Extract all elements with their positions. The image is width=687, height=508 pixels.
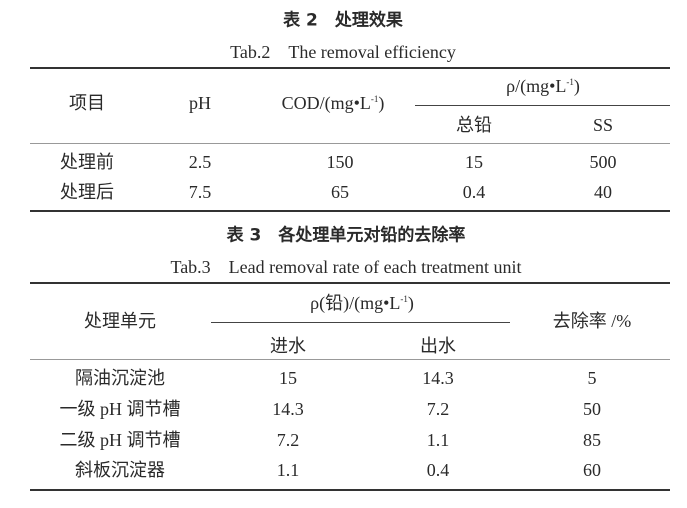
table2-cell: 处理前 <box>60 152 114 172</box>
table3-cell: 7.2 <box>426 399 450 419</box>
table3-header-rate: 去除率 /% <box>552 311 632 331</box>
table2-header-ph: pH <box>189 93 211 113</box>
table2-sub-rule <box>415 105 670 106</box>
sup: -1 <box>400 294 408 304</box>
table2-header-rho: ρ/(mg•L-1) <box>506 77 580 95</box>
table3-header-inflow: 进水 <box>270 336 306 356</box>
table3-sub-rule <box>211 322 510 323</box>
table2-mid-rule <box>30 143 670 144</box>
table2-cell: 7.5 <box>188 182 212 202</box>
table3-cell: 5 <box>587 368 597 388</box>
sup: -1 <box>566 77 574 87</box>
table2-cell: 500 <box>589 152 617 172</box>
table3-cell: 1.1 <box>426 430 450 450</box>
table3-cell: 0.4 <box>426 460 450 480</box>
table2-header-item: 项目 <box>69 93 105 113</box>
table3-cell: 60 <box>583 460 601 480</box>
rho-label: ρ/(mg•L <box>506 76 567 96</box>
table2-cell: 处理后 <box>60 182 114 202</box>
table2-header-lead: 总铅 <box>456 115 492 135</box>
table3-cell: 7.2 <box>276 430 300 450</box>
table3-cell: 85 <box>583 430 601 450</box>
table2-header-cod: COD/(mg•L-1) <box>282 94 385 112</box>
table2-cell: 2.5 <box>188 152 212 172</box>
table3-cell: 15 <box>279 368 297 388</box>
table3-cell: 50 <box>583 399 601 419</box>
table2-cell: 150 <box>326 152 354 172</box>
table2-cell: 40 <box>594 182 612 202</box>
table2-cell: 15 <box>465 152 483 172</box>
table3-bottom-rule <box>30 489 670 491</box>
paren: ) <box>407 293 414 313</box>
table3-cell: 二级 pH 调节槽 <box>59 430 181 450</box>
table3-cell: 一级 pH 调节槽 <box>59 399 181 419</box>
table2-cell: 0.4 <box>462 182 486 202</box>
sup: -1 <box>370 94 379 104</box>
table2-subtitle: Tab.2 The removal efficiency <box>230 42 456 62</box>
table2-title: 表 2 处理效果 <box>283 10 403 31</box>
paren: ) <box>573 76 580 96</box>
table2-top-rule <box>30 67 670 69</box>
paren: ) <box>378 93 385 113</box>
table3-top-rule <box>30 282 670 284</box>
table3-subtitle: Tab.3 Lead removal rate of each treatmen… <box>170 257 522 277</box>
table3-cell: 隔油沉淀池 <box>75 368 165 388</box>
table3-cell: 斜板沉淀器 <box>75 460 165 480</box>
rho-label: ρ(铅)/(mg•L <box>310 293 401 313</box>
table3-cell: 14.3 <box>422 368 454 388</box>
table3-header-unit: 处理单元 <box>84 311 156 331</box>
cod-label: COD/(mg•L <box>281 93 371 113</box>
table2-cell: 65 <box>331 182 349 202</box>
table3-header-rho: ρ(铅)/(mg•L-1) <box>310 294 414 312</box>
table3-title: 表 3 各处理单元对铅的去除率 <box>226 225 466 246</box>
table2-header-ss: SS <box>592 115 614 135</box>
table3-header-outflow: 出水 <box>420 336 456 356</box>
table3-mid-rule <box>30 359 670 360</box>
table3-cell: 1.1 <box>276 460 300 480</box>
table2-bottom-rule <box>30 210 670 212</box>
table3-cell: 14.3 <box>272 399 304 419</box>
